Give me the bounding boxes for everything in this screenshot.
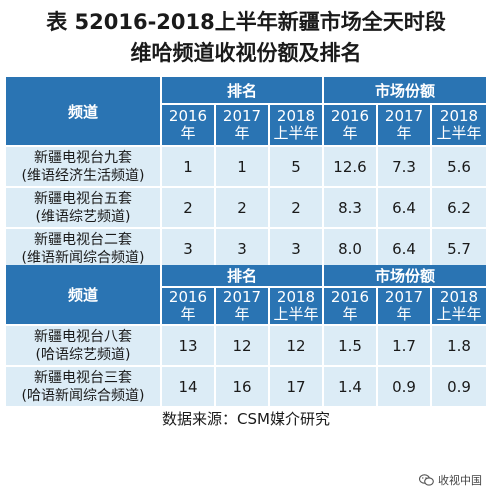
- rank-cell: 3: [162, 229, 216, 270]
- table-row: 新疆电视台八套 (哈语综艺频道) 13 12 12 1.5 1.7 1.8: [6, 326, 487, 367]
- share-cell: 1.8: [432, 326, 487, 367]
- channel-header: 频道: [6, 265, 162, 326]
- rank-cell: 5: [270, 147, 324, 188]
- rank-cell: 17: [270, 367, 324, 408]
- year-header: 2017 年: [378, 288, 432, 326]
- share-table-uyghur: 频道 排名 市场份额 2016 年 2017 年 2018 上半年 2016 年 201…: [6, 77, 487, 270]
- table-row: 新疆电视台二套 (维语新闻综合频道) 3 3 3 8.0 6.4 5.7: [6, 229, 487, 270]
- table-row: 新疆电视台九套 (维语经济生活频道) 1 1 5 12.6 7.3 5.6: [6, 147, 487, 188]
- year-header: 2016 年: [324, 288, 378, 326]
- year-header: 2018 上半年: [270, 288, 324, 326]
- share-cell: 5.6: [432, 147, 487, 188]
- year-header: 2018 上半年: [432, 288, 487, 326]
- year-header: 2017 年: [216, 288, 270, 326]
- year-header: 2016 年: [162, 105, 216, 147]
- rank-cell: 3: [216, 229, 270, 270]
- rank-cell: 1: [216, 147, 270, 188]
- rank-cell: 2: [216, 188, 270, 229]
- rank-cell: 12: [216, 326, 270, 367]
- wechat-icon: [419, 474, 434, 486]
- rank-cell: 13: [162, 326, 216, 367]
- year-header: 2016 年: [162, 288, 216, 326]
- rank-cell: 2: [162, 188, 216, 229]
- rank-header: 排名: [162, 265, 324, 288]
- year-header: 2016 年: [324, 105, 378, 147]
- share-cell: 1.5: [324, 326, 378, 367]
- table-row: 新疆电视台五套 (维语综艺频道) 2 2 2 8.3 6.4 6.2: [6, 188, 487, 229]
- watermark-text: 收视中国: [438, 474, 482, 487]
- channel-name: 新疆电视台八套 (哈语综艺频道): [6, 326, 162, 367]
- share-header: 市场份额: [324, 77, 487, 105]
- year-header: 2017 年: [378, 105, 432, 147]
- channel-name: 新疆电视台二套 (维语新闻综合频道): [6, 229, 162, 270]
- rank-header: 排名: [162, 77, 324, 105]
- channel-name: 新疆电视台三套 (哈语新闻综合频道): [6, 367, 162, 408]
- share-cell: 1.7: [378, 326, 432, 367]
- rank-cell: 1: [162, 147, 216, 188]
- channel-header: 频道: [6, 77, 162, 147]
- rank-cell: 12: [270, 326, 324, 367]
- year-header: 2018 上半年: [432, 105, 487, 147]
- share-cell: 6.2: [432, 188, 487, 229]
- share-cell: 12.6: [324, 147, 378, 188]
- share-cell: 0.9: [432, 367, 487, 408]
- share-cell: 7.3: [378, 147, 432, 188]
- rank-cell: 14: [162, 367, 216, 408]
- rank-cell: 2: [270, 188, 324, 229]
- rank-cell: 16: [216, 367, 270, 408]
- share-cell: 0.9: [378, 367, 432, 408]
- title-line-1: 表 52016-2018上半年新疆市场全天时段: [46, 10, 446, 34]
- share-header: 市场份额: [324, 265, 487, 288]
- year-header: 2017 年: [216, 105, 270, 147]
- table-row: 新疆电视台三套 (哈语新闻综合频道) 14 16 17 1.4 0.9 0.9: [6, 367, 487, 408]
- share-cell: 8.0: [324, 229, 378, 270]
- share-cell: 6.4: [378, 229, 432, 270]
- data-source-note: 数据来源：CSM媒介研究: [162, 410, 330, 428]
- share-cell: 1.4: [324, 367, 378, 408]
- year-header: 2018 上半年: [270, 105, 324, 147]
- share-cell: 5.7: [432, 229, 487, 270]
- title-line-2: 维哈频道收视份额及排名: [130, 41, 362, 65]
- share-cell: 8.3: [324, 188, 378, 229]
- share-table-kazakh: 频道 排名 市场份额 2016 年 2017 年 2018 上半年 2016 年 201…: [6, 265, 487, 408]
- channel-name: 新疆电视台五套 (维语综艺频道): [6, 188, 162, 229]
- rank-cell: 3: [270, 229, 324, 270]
- watermark: 收视中国: [419, 472, 482, 488]
- channel-name: 新疆电视台九套 (维语经济生活频道): [6, 147, 162, 188]
- share-cell: 6.4: [378, 188, 432, 229]
